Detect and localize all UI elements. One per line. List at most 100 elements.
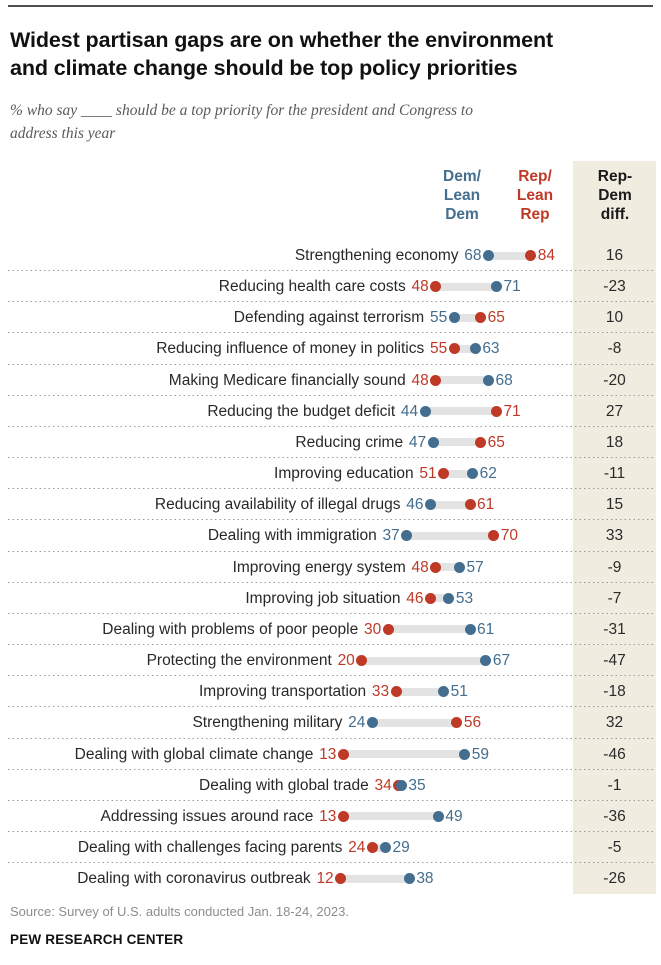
diff-value: 15 (605, 496, 624, 514)
row-separator (8, 363, 656, 365)
rep-value: 48 (411, 558, 429, 576)
rep-dot (390, 686, 402, 698)
chart-row: Improving energy system 48 57 -9 (0, 552, 661, 583)
rep-dot (424, 592, 436, 604)
rep-value: 61 (477, 496, 495, 514)
dem-dot (403, 873, 415, 885)
connector-bar (372, 843, 386, 852)
category-label: Improving energy system (232, 558, 406, 576)
row-separator (8, 425, 656, 427)
page-subtitle: % who say ____ should be a top priority … (10, 102, 473, 142)
dem-value: 49 (445, 807, 463, 825)
row-separator (8, 737, 656, 739)
row-separator (8, 550, 656, 552)
rep-dot (366, 842, 378, 854)
chart-row: Improving job situation 46 53 -7 (0, 583, 661, 614)
category-label: Strengthening economy (294, 247, 459, 264)
connector-bar (406, 531, 494, 540)
dem-dot (467, 468, 479, 480)
category-label: Dealing with coronavirus outbreak (77, 870, 311, 888)
connector-bar (443, 469, 473, 478)
dem-dot (419, 405, 431, 417)
rep-value: 65 (487, 309, 505, 327)
row-separator (8, 799, 656, 801)
dem-dot (366, 717, 378, 729)
connector-bar (343, 812, 439, 821)
chart-row: Improving transportation 33 51 -18 (0, 676, 661, 708)
dem-value: 53 (455, 589, 474, 607)
rep-dot (448, 343, 460, 355)
category-label: Dealing with challenges facing parents (77, 839, 343, 857)
dem-dot (483, 250, 495, 261)
source-note: Source: Survey of U.S. adults conducted … (10, 904, 349, 919)
rep-dot (525, 250, 537, 261)
rep-value: 20 (337, 652, 355, 670)
row-separator (8, 488, 656, 490)
rep-dot (335, 873, 347, 885)
dem-dot (448, 312, 460, 324)
diff-value: -8 (607, 340, 622, 358)
diff-value: 16 (605, 247, 624, 264)
rep-dot (430, 281, 442, 293)
connector-bar (425, 407, 497, 416)
rep-value: 84 (537, 247, 555, 264)
rep-value: 12 (316, 870, 334, 888)
chart-row: Dealing with problems of poor people 30 61… (0, 614, 661, 646)
rep-dot (451, 717, 463, 729)
row-separator (8, 706, 656, 708)
category-label: Addressing issues around race (100, 807, 314, 825)
rep-value: 48 (411, 371, 429, 389)
diff-value: -9 (607, 558, 622, 576)
dem-value: 29 (392, 839, 410, 857)
category-label: Dealing with immigration (207, 527, 377, 545)
category-label: Strengthening military (192, 714, 343, 732)
chart-row: Reducing health care costs 48 71 -23 (0, 271, 661, 303)
dem-dot (443, 592, 455, 604)
connector-bar (396, 687, 444, 696)
row-separator (8, 394, 656, 396)
rep-value: 70 (500, 527, 519, 545)
diff-value: -31 (603, 620, 626, 638)
column-header-rep: Rep/ Lean Rep (516, 168, 554, 223)
rep-value: 30 (363, 620, 382, 638)
category-label: Improving job situation (245, 589, 401, 607)
row-separator (8, 644, 656, 646)
dem-value: 59 (471, 745, 489, 763)
chart-row: Dealing with global climate change 13 59 -4… (0, 739, 661, 770)
category-label: Reducing the budget deficit (207, 402, 396, 420)
diff-value: 27 (605, 402, 624, 420)
diff-value: 32 (605, 714, 624, 732)
dem-dot (483, 374, 495, 386)
chart-row: Reducing the budget deficit 44 71 27 (0, 396, 661, 427)
column-header-dem: Dem/ Lean Dem (443, 168, 481, 223)
rep-dot (488, 530, 500, 542)
connector-bar (433, 438, 481, 447)
chart-row: Dealing with challenges facing parents 24… (0, 832, 661, 864)
dem-value: 51 (450, 683, 468, 701)
rep-dot (475, 312, 487, 324)
row-separator (8, 457, 656, 459)
rep-value: 48 (411, 278, 429, 296)
rep-dot (475, 436, 487, 448)
rep-value: 33 (371, 683, 390, 701)
connector-bar (454, 344, 476, 353)
rep-dot (490, 405, 502, 417)
row-separator (8, 332, 656, 334)
category-label: Improving transportation (198, 683, 367, 701)
chart-row: Addressing issues around race 13 49 -36 (0, 801, 661, 833)
row-separator (8, 862, 656, 864)
dem-value: 61 (477, 620, 495, 638)
dem-value: 47 (408, 433, 427, 451)
chart-row: Protecting the environment 20 67 -47 (0, 645, 661, 677)
category-label: Defending against terrorism (233, 309, 425, 327)
dem-value: 63 (482, 340, 500, 358)
connector-bar (343, 750, 465, 759)
category-label: Reducing crime (295, 433, 404, 451)
dem-dot (424, 499, 436, 511)
chart-row: Dealing with coronavirus outbreak 12 38 -26 (0, 863, 661, 894)
category-label: Dealing with global climate change (74, 745, 314, 763)
rep-dot (464, 499, 476, 511)
diff-value: 10 (605, 309, 624, 327)
dem-dot (453, 561, 465, 573)
